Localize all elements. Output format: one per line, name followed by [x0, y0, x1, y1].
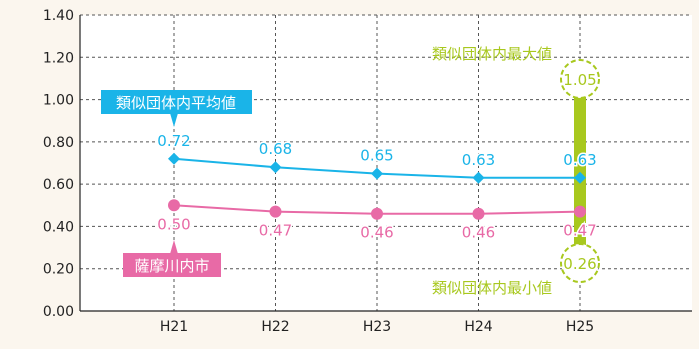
range-max-title: 類似団体内最大値: [432, 45, 552, 63]
legend-box-city: [123, 253, 221, 277]
series-point-0: [574, 171, 586, 184]
legend-pointer-average: [170, 113, 178, 127]
range-min-label: 0.26: [563, 255, 596, 273]
data-label: 0.46: [462, 224, 495, 242]
x-tick-label: H25: [566, 319, 594, 335]
y-tick-label: 0.40: [43, 219, 74, 235]
series-point-1: [574, 205, 586, 218]
data-label: 0.50: [157, 215, 190, 233]
data-label: 0.47: [259, 222, 292, 240]
y-tick-label: 1.40: [43, 8, 74, 24]
legend-label-average: 類似団体内平均値: [116, 94, 236, 112]
range-min-badge: [560, 243, 600, 284]
series-point-1: [371, 207, 383, 220]
y-tick-label: 0.20: [43, 262, 74, 278]
data-label: 0.72: [157, 132, 190, 150]
x-tick-label: H22: [261, 319, 289, 335]
series-point-0: [168, 152, 180, 165]
legend-box-average: [101, 90, 252, 114]
y-tick-label: 0.60: [43, 177, 74, 193]
data-label: 0.65: [360, 147, 393, 165]
data-label: 0.63: [462, 151, 495, 169]
data-label: 0.68: [259, 140, 292, 158]
data-label: 0.47: [563, 222, 596, 240]
legend-label-city: 薩摩川内市: [134, 257, 209, 275]
data-label: 0.46: [360, 224, 393, 242]
range-max-badge: [560, 59, 600, 99]
y-tick-label: 0.80: [43, 135, 74, 151]
y-tick-label: 1.20: [43, 50, 74, 66]
series-point-1: [472, 207, 485, 220]
x-tick-label: H24: [464, 319, 492, 335]
series-point-0: [269, 161, 282, 174]
x-tick-label: H21: [160, 319, 188, 335]
legend-pointer-city: [170, 240, 178, 254]
series-point-1: [269, 205, 282, 218]
x-tick-label: H23: [363, 319, 391, 335]
series-point-1: [168, 199, 180, 212]
range-min-title: 類似団体内最小値: [432, 279, 552, 297]
data-label: 0.63: [563, 151, 596, 169]
range-max-label: 1.05: [563, 71, 596, 89]
series-point-0: [371, 167, 383, 180]
y-tick-label: 1.00: [43, 93, 74, 109]
series-point-0: [472, 171, 485, 184]
y-tick-label: 0.00: [43, 304, 74, 320]
